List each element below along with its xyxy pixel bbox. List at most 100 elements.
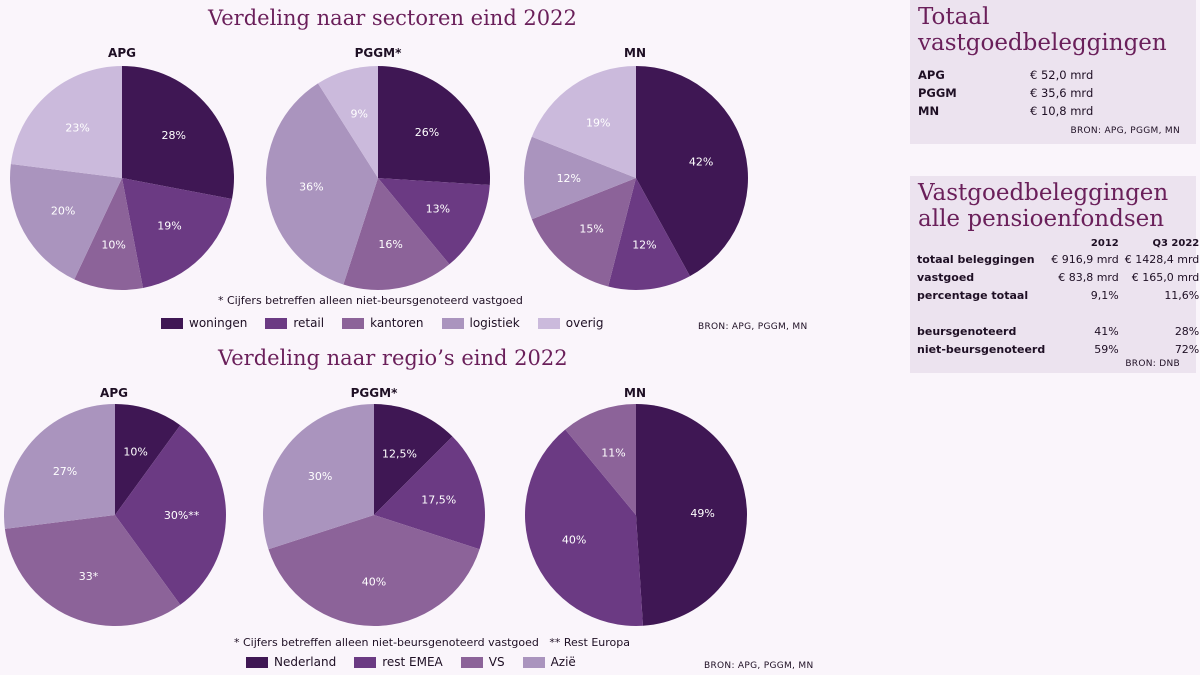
region-legend-item: Nederland [246, 655, 336, 669]
alle-cell-k: totaal beleggingen [917, 253, 1035, 266]
legend-label: VS [488, 655, 505, 669]
alle-source: BRON: DNB [1125, 359, 1180, 369]
alle-cell-b [1122, 305, 1200, 323]
pie-slice-retail [608, 178, 690, 290]
pie-slice-label: 42% [689, 155, 713, 168]
alle-row: beursgenoteerd 41% 28% [914, 323, 1200, 341]
pie-slice-label: 26% [415, 126, 439, 139]
sector-legend: woningen retail kantoren logistiek overig [161, 316, 603, 330]
legend-label: Nederland [274, 655, 337, 669]
pie-slice-azi- [263, 404, 374, 550]
legend-swatch [537, 317, 560, 329]
pie-chart-pggm-regions: 12,5% 17,5% 40% 30% [263, 404, 485, 626]
pie-slice-label: 40% [562, 534, 586, 547]
pie-slice-label: 30% [308, 470, 332, 483]
pie-slice-azi- [3, 404, 115, 529]
pie-chart-mn-regions: 49% 40% 11% [525, 404, 747, 626]
region-footnote: * Cijfers betreffen alleen niet-beursgen… [234, 636, 630, 649]
totaal-row-key: MN [918, 104, 940, 118]
legend-swatch [522, 656, 545, 668]
alle-row [914, 305, 1200, 323]
sector-legend-item: overig [537, 316, 604, 330]
pie-slice-kantoren [74, 178, 143, 290]
pie-slice-label: 23% [65, 122, 89, 135]
pie-slice-overig [531, 66, 636, 178]
pie-title-mn-regions: MN [624, 386, 646, 400]
alle-header-2012: 2012 [1090, 238, 1119, 249]
pie-slice-logistiek [524, 136, 636, 220]
legend-label: overig [565, 316, 604, 330]
region-legend-item: Azië [522, 655, 576, 669]
pie-slice-vs [565, 404, 636, 515]
alle-header-q3-2022: Q3 2022 [1152, 238, 1200, 249]
pie-chart-apg-sectors: 28% 19% 10% 20% 23% [10, 66, 234, 290]
pie-chart-mn-sectors: 42% 12% 15% 12% 19% [524, 66, 748, 290]
pie-slice-label: 27% [53, 465, 77, 478]
pie-title-pggm-regions: PGGM* [350, 386, 398, 400]
pie-slice-kantoren [343, 178, 450, 290]
alle-cell-b: 11,6% [1164, 289, 1200, 302]
region-legend: Nederland rest EMEA VS Azië [246, 655, 576, 669]
pie-slice-label: 40% [362, 576, 386, 589]
region-section-title: Verdeling naar regio’s eind 2022 [218, 346, 568, 370]
pie-slice-label: 36% [299, 180, 323, 193]
pie-slice-label: 12,5% [382, 447, 417, 460]
sector-legend-item: kantoren [342, 316, 424, 330]
pie-chart-apg-regions: 10% 30%** 33* 27% [3, 404, 226, 626]
legend-swatch [265, 317, 288, 329]
alle-cell-a: 59% [1094, 343, 1119, 356]
pie-slice-retail [378, 178, 490, 265]
region-legend-item: VS [460, 655, 505, 669]
pie-slice-label: 12% [632, 239, 656, 252]
sector-legend-item: logistiek [441, 316, 520, 330]
sector-legend-item: woningen [161, 316, 247, 330]
alle-cell-b: € 1428,4 mrd [1124, 253, 1200, 266]
pie-title-apg-sectors: APG [108, 46, 136, 60]
pie-slice-label: 30%** [164, 509, 200, 522]
pie-slice-label: 16% [378, 238, 402, 251]
totaal-row-key: APG [918, 68, 945, 82]
legend-swatch [441, 317, 464, 329]
pie-slice-nederland [636, 404, 747, 626]
pie-slice-label: 11% [601, 446, 625, 459]
pie-slice-logistiek [10, 163, 122, 280]
legend-label: kantoren [370, 316, 424, 330]
alle-cell-k: vastgoed [917, 271, 975, 284]
alle-cell-k: niet-beursgenoteerd [917, 343, 1046, 356]
legend-label: woningen [189, 316, 248, 330]
alle-cell-a: € 916,9 mrd [1051, 253, 1119, 266]
sector-footnote: * Cijfers betreffen alleen niet-beursgen… [218, 294, 523, 307]
legend-swatch [460, 656, 483, 668]
alle-cell-b: € 165,0 mrd [1131, 271, 1200, 284]
legend-swatch [161, 317, 183, 329]
totaal-panel: Totaal vastgoedbeleggingen APG € 52,0 mrd… [910, 0, 1196, 144]
pie-slice-vs [268, 515, 480, 626]
legend-label: rest EMEA [382, 655, 443, 669]
alle-cell-a: € 83,8 mrd [1058, 271, 1119, 284]
pie-slice-label: 19% [586, 116, 610, 129]
totaal-rows: APG € 52,0 mrd PGGM € 35,6 mrd MN € 10,8 mrd [910, 66, 1196, 120]
pie-slice-label: 10% [101, 239, 125, 252]
pie-slice-woningen [122, 66, 234, 199]
pie-slice-overig [10, 66, 122, 178]
pie-slice-label: 33* [79, 570, 99, 583]
alle-cell-a: 41% [1094, 325, 1119, 338]
pie-title-mn-sectors: MN [624, 46, 646, 60]
alle-table: 2012 Q3 2022 totaal beleggingen € 916,9 m… [914, 236, 1200, 359]
alle-cell-a: 9,1% [1090, 289, 1119, 302]
totaal-row: PGGM € 35,6 mrd [910, 84, 1196, 102]
pie-slice-nederland [374, 404, 453, 515]
pie-slice-overig [317, 66, 378, 178]
alle-rows: totaal beleggingen € 916,9 mrd € 1428,4 mr… [914, 251, 1200, 359]
alle-row: totaal beleggingen € 916,9 mrd € 1428,4 mr… [914, 251, 1200, 269]
alle-cell-k [914, 305, 1048, 323]
alle-panel-title: Vastgoedbeleggingen alle pensioenfondsen [918, 180, 1169, 232]
legend-label: retail [293, 316, 325, 330]
sector-section-title: Verdeling naar sectoren eind 2022 [208, 6, 577, 30]
pie-slice-woningen [636, 66, 748, 277]
pie-slice-rest-emea [115, 425, 226, 605]
pie-slice-label: 28% [162, 129, 186, 142]
pie-slice-label: 17,5% [421, 493, 456, 506]
totaal-row-value: € 52,0 mrd [1030, 68, 1094, 82]
alle-cell-k: percentage totaal [917, 289, 1029, 302]
